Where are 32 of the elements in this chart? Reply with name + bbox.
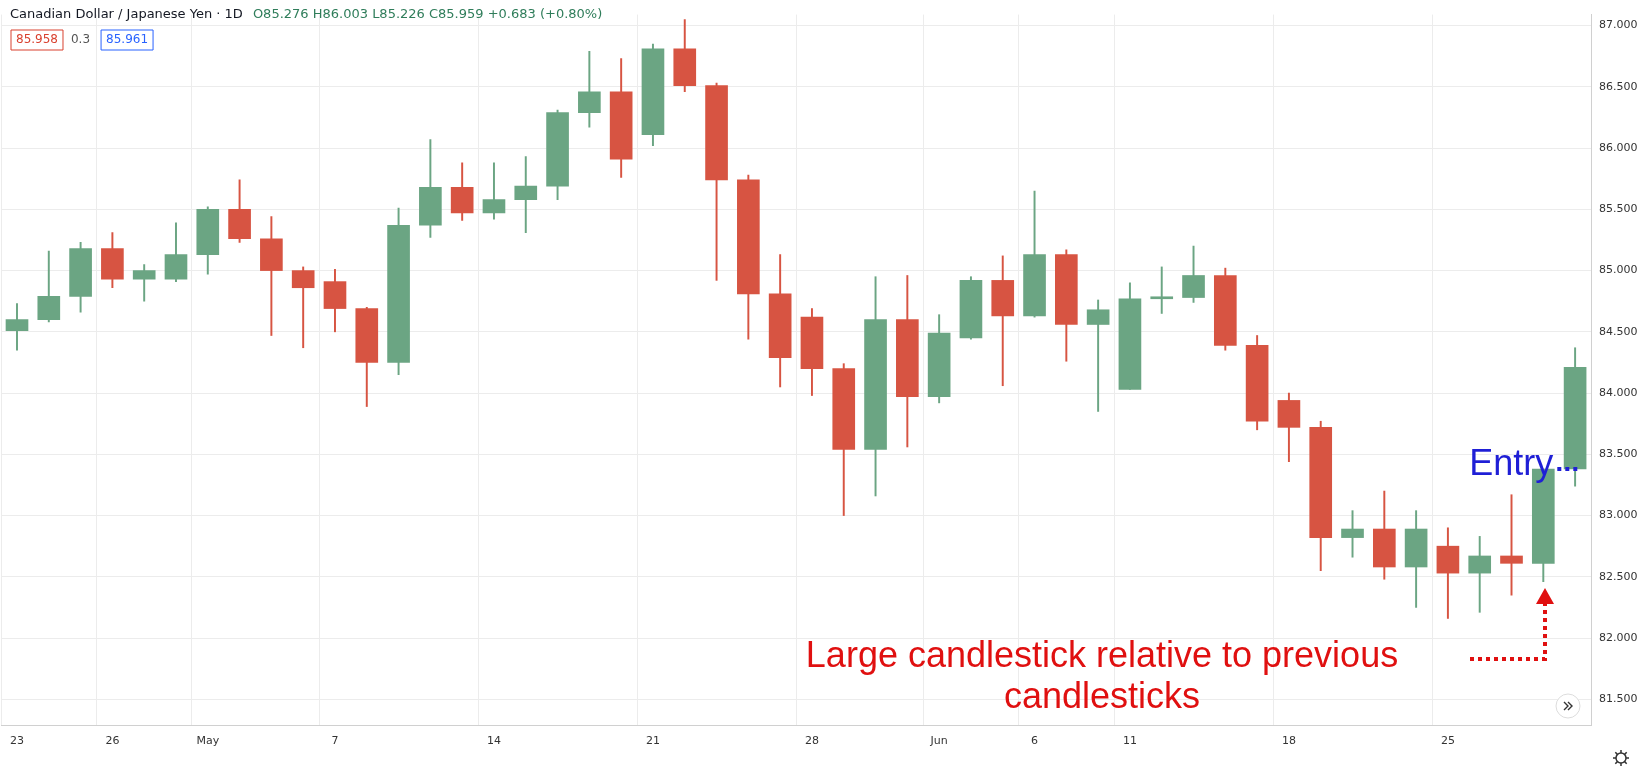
x-tick-label: 6 <box>1031 734 1039 748</box>
y-tick-label: 86.000 <box>1599 140 1638 154</box>
y-tick-label: 83.500 <box>1599 447 1638 461</box>
y-tick-label: 84.500 <box>1599 324 1638 338</box>
y-tick-label: 86.500 <box>1599 79 1638 93</box>
y-tick-label: 85.000 <box>1599 263 1638 277</box>
x-tick-label: 28 <box>804 734 819 748</box>
x-tick-label: Jun <box>929 734 948 748</box>
annotation: Large candlestick relative to previous candlesticks <box>805 633 1399 716</box>
y-tick-label: 83.000 <box>1599 508 1638 522</box>
annotation: 85.958 <box>16 32 58 47</box>
y-tick-label: 82.500 <box>1599 569 1638 583</box>
x-tick-label: May <box>196 734 220 748</box>
x-tick-label: 7 <box>331 734 339 748</box>
x-tick-label: 26 <box>105 734 120 748</box>
x-tick-label: 11 <box>1122 734 1137 748</box>
chart-title: Canadian Dollar / Japanese Yen · 1D <box>10 6 243 22</box>
y-tick-label: 84.000 <box>1599 385 1638 399</box>
chart-subtitle: O85.276 H86.003 L85.226 C85.959 +0.683 (+0.80%) <box>252 6 603 22</box>
x-tick-label: 25 <box>1440 734 1455 748</box>
ref-line-label: Entry <box>1469 441 1554 483</box>
x-tick-label: 21 <box>645 734 660 748</box>
y-tick-label: 82.000 <box>1599 630 1638 644</box>
x-tick-label: 18 <box>1281 734 1296 748</box>
annotation: 0.3 <box>70 32 91 47</box>
x-tick-label: 14 <box>486 734 501 748</box>
y-tick-label: 81.500 <box>1599 692 1638 706</box>
annotation: 85.961 <box>106 32 149 47</box>
y-tick-label: 85.500 <box>1599 202 1638 216</box>
candlestick <box>1150 266 1174 314</box>
x-tick-label: 23 <box>10 734 24 748</box>
y-tick-label: 87.000 <box>1599 18 1638 32</box>
